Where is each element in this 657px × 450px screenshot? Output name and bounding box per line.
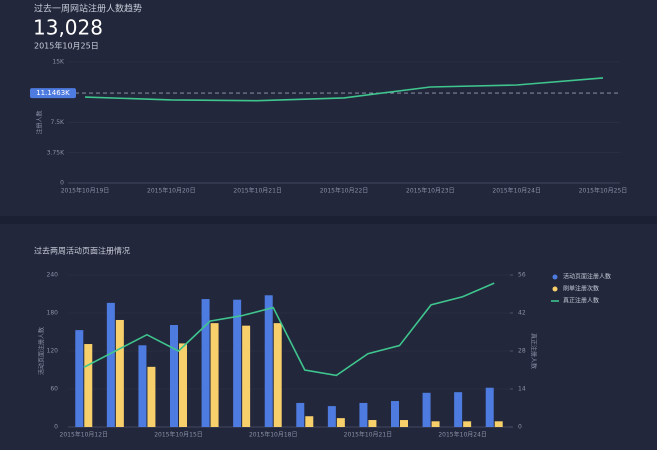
legend-label: 刷单注册次数 [563,285,599,293]
bar [242,325,251,427]
bar [170,325,178,427]
y-tick-label: 0 [54,424,58,431]
bar [210,323,219,427]
x-tick-label: 2015年10月19日 [61,187,110,195]
y2-axis-label: 真正注册人数 [530,333,538,369]
bar [179,343,187,427]
y2-tick-label: 0 [518,424,522,431]
x-tick-label: 2015年10月21日 [344,431,393,439]
x-tick-label: 2015年10月24日 [438,431,487,439]
x-tick-label: 2015年10月15日 [154,431,203,439]
x-tick-label: 2015年10月25日 [579,187,628,195]
y-tick-label: 15K [52,59,65,66]
kpi-value: 13,028 [33,16,103,40]
y-tick-label: 240 [47,272,59,279]
chart-title: 过去两周活动页面注册情况 [34,246,130,256]
bar [233,299,242,427]
y2-tick-label: 28 [518,348,526,355]
y2-tick-label: 56 [518,272,526,279]
panel-top [0,0,657,216]
y-tick-label: 0 [60,180,64,187]
chart-title: 过去一周网站注册人数趋势 [34,3,142,15]
x-tick-label: 2015年10月18日 [249,431,298,439]
y-tick-label: 60 [50,386,58,393]
bar [454,392,463,427]
bar [115,319,124,427]
bar [296,402,305,427]
bar [422,392,431,427]
y-axis-label: 注册人数 [36,110,44,134]
x-tick-label: 2015年10月23日 [406,187,455,195]
x-tick-label: 2015年10月22日 [320,187,369,195]
legend-label: 真正注册人数 [563,297,599,305]
y2-tick-label: 42 [518,310,526,317]
legend-swatch [552,286,558,292]
kpi-date: 2015年10月25日 [34,41,99,51]
legend-label: 活动页面注册人数 [563,273,611,281]
y-tick-label: 180 [47,310,59,317]
bar [327,406,336,427]
y2-tick-label: 14 [518,386,526,393]
bar [305,416,314,427]
bar [138,345,147,427]
x-tick-label: 2015年10月21日 [233,187,282,195]
bar [264,295,273,427]
bar [431,421,440,427]
reference-badge [30,88,76,99]
line [83,282,495,377]
legend-swatch [552,274,558,280]
bar [485,387,494,427]
bar [391,401,399,427]
x-tick-label: 2015年10月24日 [492,187,541,195]
y-axis-label: 活动页面注册人数 [38,327,46,375]
y-tick-label: 7.5K [51,119,66,126]
bar [494,421,503,427]
bar [368,420,377,427]
bar [359,402,368,427]
bar [75,330,84,427]
bar [201,299,210,427]
reference-label: 11.1463K [36,89,70,97]
bar [84,344,93,427]
bar [400,420,408,427]
bar [273,323,282,427]
bar [106,302,115,427]
bar [463,421,472,427]
y-tick-label: 3.75K [47,149,65,156]
y-tick-label: 120 [47,348,59,355]
x-tick-label: 2015年10月20日 [147,187,196,195]
bar [336,418,345,427]
line [84,77,604,102]
x-tick-label: 2015年10月12日 [60,431,109,439]
bar [147,366,156,427]
